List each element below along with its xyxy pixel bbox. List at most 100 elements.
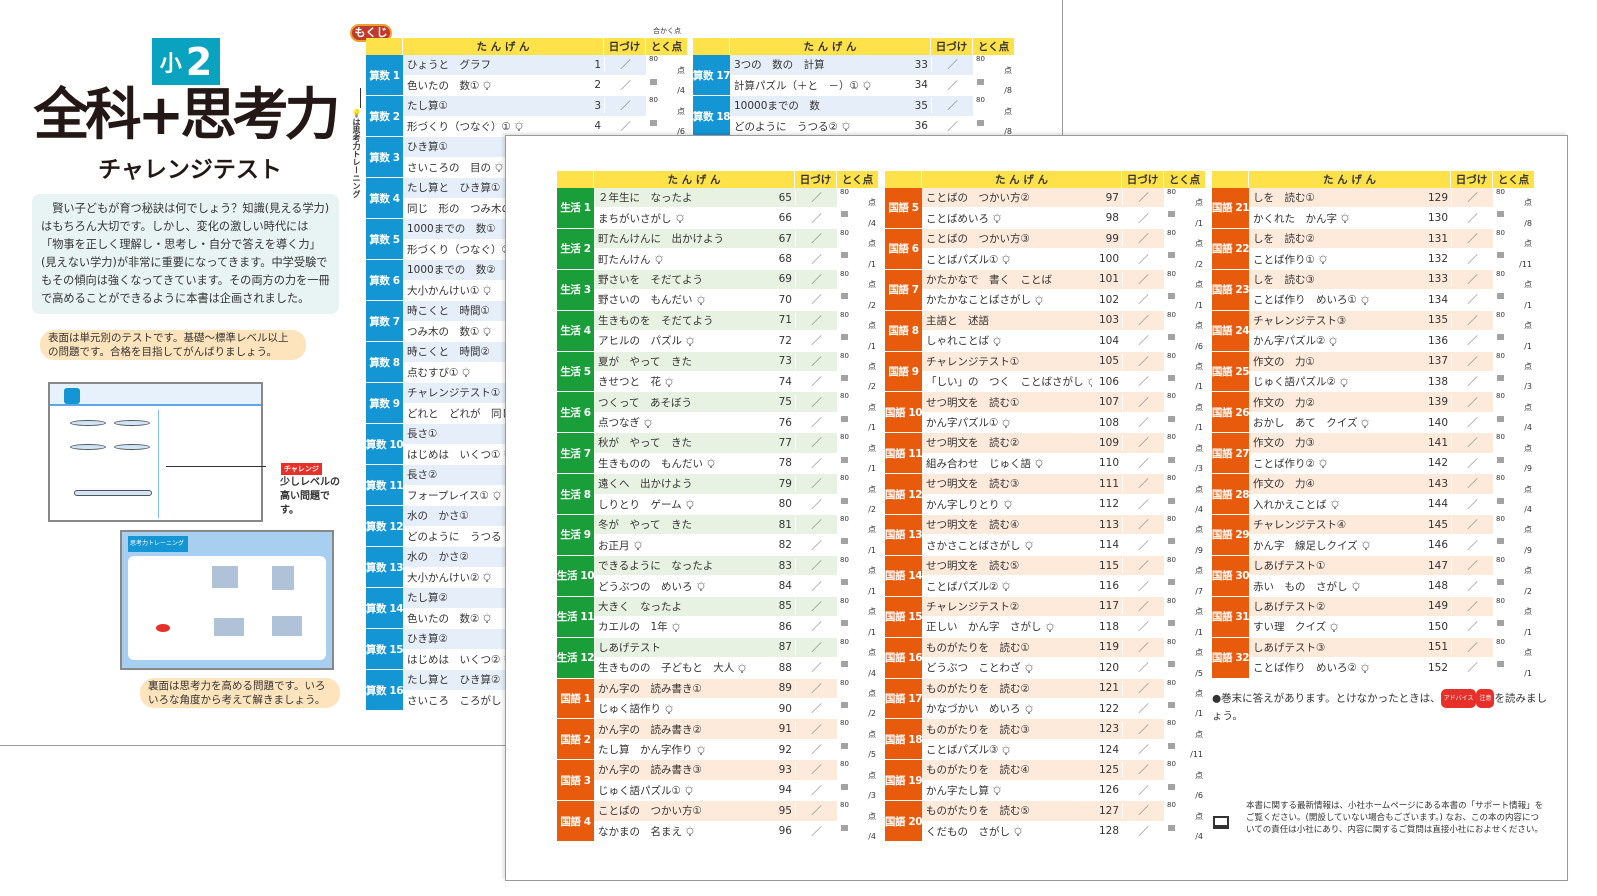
score-field[interactable]: 80 点	[837, 555, 879, 576]
table-row[interactable]: すい理 クイズ 150 ／ /1	[1249, 617, 1535, 638]
date-field[interactable]: ／	[795, 496, 837, 512]
date-field[interactable]: ／	[604, 57, 646, 73]
date-field[interactable]: ／	[931, 118, 973, 134]
table-row[interactable]: カエルの 1年 86 ／ /1	[594, 617, 879, 638]
score-field[interactable]: 80 点	[837, 760, 879, 780]
table-row[interactable]: せつ明文を 読む① 107 ／ 80 点	[922, 392, 1206, 413]
date-field[interactable]: ／	[795, 435, 837, 451]
score-field[interactable]: 80 点	[837, 433, 879, 453]
score-field[interactable]: 80 点	[1164, 637, 1206, 658]
table-row[interactable]: 大きく なったよ 85 ／ 80 点	[594, 596, 879, 618]
date-field[interactable]: ／	[795, 803, 837, 819]
table-row[interactable]: 夏が やって きた 73 ／ 80 点	[594, 351, 879, 372]
score-field[interactable]: 80 点	[837, 596, 879, 617]
table-row[interactable]: どのように うつる② 36 ／ /8	[730, 116, 1015, 137]
table-row[interactable]: 正しい かん字 さがし 118 ／ /1	[922, 617, 1206, 638]
date-field[interactable]: ／	[1122, 598, 1164, 614]
score-field[interactable]: 80 点	[1164, 801, 1206, 821]
table-row[interactable]: チャレンジテスト② 117 ／ 80 点	[922, 596, 1206, 618]
date-field[interactable]: ／	[604, 118, 646, 134]
score-field[interactable]: /4	[646, 75, 688, 95]
table-row[interactable]: しあげテスト③ 151 ／ 80 点	[1249, 637, 1535, 659]
table-row[interactable]: じゅく語パズル② 138 ／ /3	[1249, 371, 1535, 393]
date-field[interactable]: ／	[795, 680, 837, 696]
date-field[interactable]: ／	[1451, 292, 1493, 308]
score-field[interactable]: 80 点	[837, 392, 879, 412]
score-field[interactable]: /2	[1164, 249, 1206, 269]
date-field[interactable]: ／	[795, 782, 837, 798]
score-field[interactable]: /3	[837, 780, 879, 801]
date-field[interactable]: ／	[795, 333, 837, 349]
table-row[interactable]: チャレンジテスト① 105 ／ 80 点	[922, 351, 1206, 372]
date-field[interactable]: ／	[1122, 496, 1164, 512]
score-field[interactable]: /1	[1493, 658, 1535, 678]
table-row[interactable]: 組み合わせ じゅく語 110 ／ /3	[922, 453, 1206, 475]
table-row[interactable]: かなづかい めいろ 122 ／ /1	[922, 698, 1206, 720]
score-field[interactable]: /1	[837, 576, 879, 596]
date-field[interactable]: ／	[795, 190, 837, 206]
score-field[interactable]: /3	[1493, 371, 1535, 392]
score-field[interactable]: /11	[1493, 249, 1535, 269]
date-field[interactable]: ／	[1122, 394, 1164, 410]
table-row[interactable]: しを 読む① 129 ／ 80 点	[1249, 188, 1535, 209]
table-row[interactable]: ひょうと グラフ 1 ／ 80 点	[403, 55, 688, 76]
table-row[interactable]: ものがたりを 読む③ 123 ／ 80 点	[922, 719, 1206, 740]
date-field[interactable]: ／	[1451, 517, 1493, 533]
date-field[interactable]: ／	[1122, 190, 1164, 206]
score-field[interactable]: 80 点	[837, 637, 879, 658]
date-field[interactable]: ／	[1451, 333, 1493, 349]
table-row[interactable]: せつ明文を 読む④ 113 ／ 80 点	[922, 515, 1206, 536]
score-field[interactable]: /4	[837, 208, 879, 228]
date-field[interactable]: ／	[1451, 271, 1493, 287]
table-row[interactable]: きせつと 花 74 ／ /2	[594, 371, 879, 393]
date-field[interactable]: ／	[1122, 517, 1164, 533]
table-row[interactable]: ことばの つかい方① 95 ／ 80 点	[594, 801, 879, 822]
score-field[interactable]: 80 点	[837, 678, 879, 698]
score-field[interactable]: /1	[1164, 371, 1206, 392]
score-field[interactable]: 80 点	[1493, 637, 1535, 658]
table-row[interactable]: 冬が やって きた 81 ／ 80 点	[594, 515, 879, 536]
date-field[interactable]: ／	[1451, 374, 1493, 390]
table-row[interactable]: ものがたりを 読む④ 125 ／ 80 点	[922, 760, 1206, 781]
score-field[interactable]: /4	[837, 658, 879, 678]
score-field[interactable]: 80 点	[1493, 351, 1535, 371]
table-row[interactable]: 野さいを そだてよう 69 ／ 80 点	[594, 269, 879, 291]
date-field[interactable]: ／	[1122, 435, 1164, 451]
score-field[interactable]: 80 点	[646, 96, 688, 116]
table-row[interactable]: たし算 かん字作り 92 ／ /5	[594, 739, 879, 761]
table-row[interactable]: せつ明文を 読む② 109 ／ 80 点	[922, 433, 1206, 454]
table-row[interactable]: お正月 82 ／ /1	[594, 535, 879, 556]
table-row[interactable]: なかまの 名まえ 96 ／ /4	[594, 821, 879, 842]
table-row[interactable]: しあげテスト 87 ／ 80 点	[594, 637, 879, 659]
table-row[interactable]: 生きものの 子どもと 大人 88 ／ /4	[594, 658, 879, 679]
score-field[interactable]: 80 点	[1164, 474, 1206, 494]
table-row[interactable]: ことばパズル① 100 ／ /2	[922, 249, 1206, 270]
score-field[interactable]: 80 点	[1493, 228, 1535, 249]
score-field[interactable]: /2	[837, 698, 879, 719]
score-field[interactable]: /4	[1493, 412, 1535, 433]
date-field[interactable]: ／	[795, 353, 837, 369]
score-field[interactable]: 80 点	[837, 515, 879, 535]
score-field[interactable]: /1	[1493, 290, 1535, 310]
table-row[interactable]: ことばの つかい方② 97 ／ 80 点	[922, 188, 1206, 209]
score-field[interactable]: 80 点	[1493, 515, 1535, 535]
date-field[interactable]: ／	[795, 210, 837, 226]
table-row[interactable]: 生きものを そだてよう 71 ／ 80 点	[594, 310, 879, 332]
score-field[interactable]: /1	[1493, 617, 1535, 637]
date-field[interactable]: ／	[1451, 496, 1493, 512]
score-field[interactable]: /8	[1493, 208, 1535, 228]
score-field[interactable]: 80 点	[973, 55, 1015, 75]
score-field[interactable]: /1	[837, 412, 879, 433]
score-field[interactable]: /4	[1493, 494, 1535, 514]
date-field[interactable]: ／	[1451, 353, 1493, 369]
table-row[interactable]: ことばパズル② 116 ／ /7	[922, 576, 1206, 597]
score-field[interactable]: /2	[837, 290, 879, 310]
date-field[interactable]: ／	[1122, 803, 1164, 819]
table-row[interactable]: かたかなで 書く ことば 101 ／ 80 点	[922, 269, 1206, 291]
date-field[interactable]: ／	[1451, 598, 1493, 614]
table-row[interactable]: 遠くへ 出かけよう 79 ／ 80 点	[594, 474, 879, 495]
date-field[interactable]: ／	[795, 762, 837, 778]
date-field[interactable]: ／	[1451, 639, 1493, 655]
table-row[interactable]: ことばパズル③ 124 ／ /11	[922, 739, 1206, 761]
table-row[interactable]: 主語と 述語 103 ／ 80 点	[922, 310, 1206, 332]
